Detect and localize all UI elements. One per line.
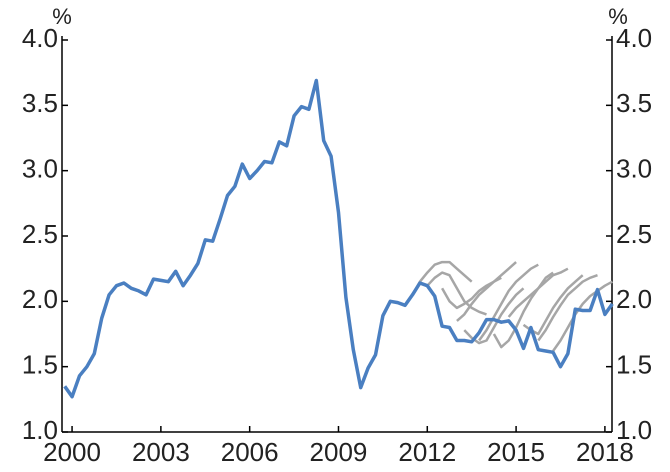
y-tick-label: 3.5 — [22, 88, 58, 118]
y2-tick-label: 1.0 — [616, 415, 652, 445]
y-tick-label: 3.0 — [22, 154, 58, 184]
y2-tick-label: 1.5 — [616, 350, 652, 380]
y-tick-label: 1.5 — [22, 350, 58, 380]
series-line — [426, 271, 487, 316]
y-tick-label: 2.0 — [22, 284, 58, 314]
series-line — [456, 261, 517, 322]
y2-tick-label: 4.0 — [616, 23, 652, 53]
series-line — [552, 280, 613, 352]
series-line — [492, 271, 554, 349]
x-tick-label: 2015 — [487, 437, 545, 467]
y2-tick-label: 2.5 — [616, 219, 652, 249]
series-line — [63, 78, 614, 399]
x-tick-label: 2012 — [398, 437, 456, 467]
y-tick-label: 1.0 — [22, 415, 58, 445]
y-tick-label: 2.5 — [22, 219, 58, 249]
x-tick-label: 2018 — [576, 437, 634, 467]
y2-axis-label: % — [608, 4, 628, 29]
x-tick-label: 2009 — [310, 437, 368, 467]
x-tick-label: 2000 — [43, 437, 101, 467]
y2-tick-label: 2.0 — [616, 284, 652, 314]
y-tick-label: 4.0 — [22, 23, 58, 53]
y2-tick-label: 3.5 — [616, 88, 652, 118]
series-line — [507, 267, 569, 318]
y2-tick-label: 3.0 — [616, 154, 652, 184]
y-axis-label: % — [52, 4, 72, 29]
series-line — [478, 263, 539, 342]
series-line — [537, 274, 598, 342]
x-tick-label: 2003 — [132, 437, 190, 467]
x-tick-label: 2006 — [221, 437, 279, 467]
series-line — [411, 260, 473, 296]
